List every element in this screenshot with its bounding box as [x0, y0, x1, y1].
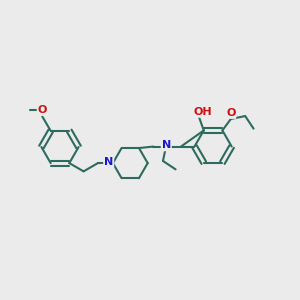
Text: O: O	[226, 108, 236, 118]
Text: N: N	[104, 157, 113, 167]
Text: O: O	[38, 105, 47, 115]
Text: OH: OH	[194, 107, 212, 117]
Text: N: N	[162, 140, 171, 150]
